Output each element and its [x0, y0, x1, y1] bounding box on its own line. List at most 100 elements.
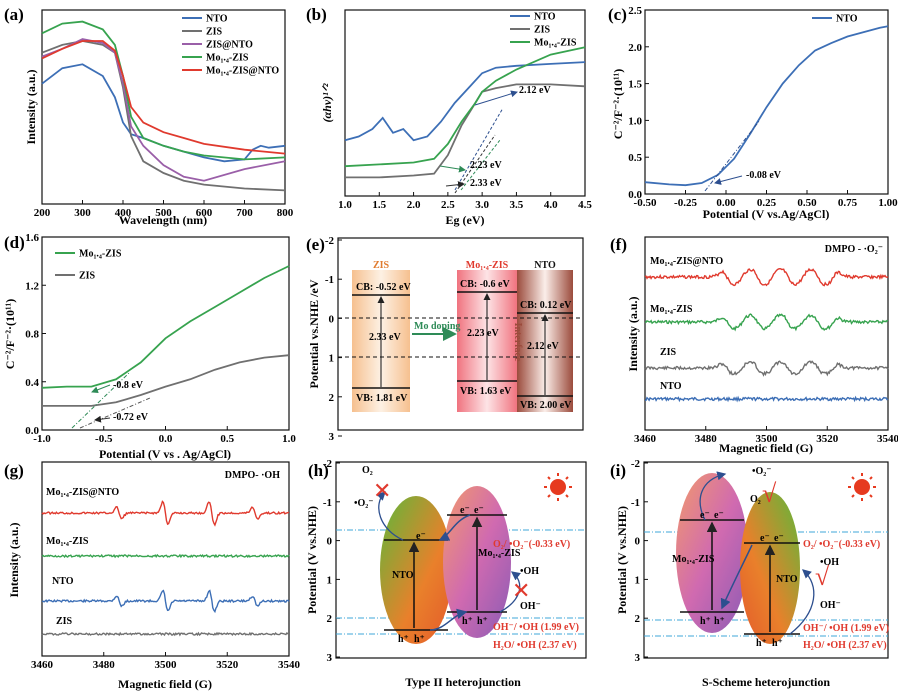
- legend-label: Mo₁.₄-ZIS: [79, 249, 122, 260]
- panel-g-xticks: 3460 3480 3500 3520 3540: [31, 652, 301, 671]
- check-mark-1: √: [762, 479, 777, 508]
- i-oh-arrow: [789, 569, 815, 635]
- band-zis-cb: CB: -0.52 eV: [356, 282, 411, 293]
- series-line-mo: [41, 265, 290, 389]
- electron-transfer-arrow: [438, 514, 471, 541]
- series-line-mo: [41, 20, 286, 161]
- panel-g-trace-label-2: Mo₁.₄-ZIS: [46, 536, 89, 547]
- panel-f-xticks: 3460 3480 3500 3520 3540: [634, 426, 898, 445]
- panel-g-xlabel: Magnetic field (G): [118, 677, 212, 691]
- y-tick-label: 0.4: [25, 377, 39, 389]
- band-nto-vb: VB: 2.00 eV: [520, 400, 572, 411]
- panel-b-ann-2: 2.23 eV: [470, 160, 502, 171]
- panel-f-label: (f): [610, 235, 627, 254]
- y-tick-label: -2: [325, 235, 335, 247]
- panel-c-yticks: 0.0 0.5 1.0 1.5 2.0 2.5: [628, 5, 649, 201]
- panel-b-tangents: [439, 90, 518, 194]
- panel-f-title: DMPO - ·O₂⁻: [825, 244, 883, 255]
- i-level-2: OH⁻/ •OH (1.99 eV): [803, 623, 889, 634]
- panel-e-yticks: -2 -1 0 1 2 3: [325, 235, 342, 443]
- panel-g-traces: [41, 500, 290, 637]
- panel-a-label: (a): [4, 5, 24, 24]
- i-carrier-2: e⁻: [714, 510, 724, 521]
- band-nto-gap: 2.12 eV: [527, 341, 559, 352]
- y-tick-label: 0.5: [628, 152, 642, 164]
- panel-d-xticks: -1.0 -0.5 0.0 0.5 1.0: [33, 426, 296, 445]
- interface-label: Interface: [512, 323, 523, 362]
- y-tick-label: 1.5: [628, 79, 642, 91]
- i-species-o2-radical: •O₂⁻: [752, 466, 772, 477]
- legend-label: Mo₁.₄-ZIS@NTO: [206, 66, 279, 77]
- panel-i-yticks: -2 -1 0 1 2 3: [631, 458, 648, 664]
- panel-f-trace-label-4: NTO: [660, 381, 682, 392]
- panel-d: (d) -0.8 eV -0.72 eV -1.0 -0.5 0.0 0.5 1.0 0…: [3, 232, 296, 461]
- band-mo-name: Mo₁.₄-ZIS: [466, 260, 509, 271]
- panel-f-ylabel: Intensity (a.u.): [626, 296, 640, 371]
- panel-h-ylabel: Potential (V vs.NHE): [305, 506, 319, 614]
- legend-label: NTO: [206, 14, 228, 25]
- h-carrier-2: e⁻: [460, 505, 470, 516]
- panel-f-traces: [644, 267, 889, 403]
- legend-label: Mo₁.₄-ZIS: [206, 53, 249, 64]
- panel-i-caption: S-Scheme heterojunction: [702, 675, 830, 689]
- i-carrier-7: h⁺: [756, 638, 767, 649]
- panel-d-yticks: 0.0 0.4 0.8 1.2 1.6: [25, 232, 46, 437]
- x-tick-label: 600: [196, 207, 213, 219]
- h-level-2: OH⁻/ •OH (1.99 eV): [493, 622, 579, 633]
- panel-d-xlabel: Potential (V vs . Ag/AgCl): [99, 447, 231, 461]
- panel-i: (i) -2 -1 0 1 2 3 Potential (V vs.NHE) √ √: [610, 458, 889, 689]
- y-tick-label: 2.0: [628, 42, 642, 54]
- series-line-zis: [345, 83, 586, 179]
- y-tick-label: 2: [635, 613, 641, 625]
- panel-g-title: DMPO- ·OH: [225, 470, 280, 481]
- panel-h: (h) -2 -1 0 1 2 3 Potential (V vs.NHE) ✕ ✕: [305, 458, 587, 689]
- h-level-1: O₂/ •O₂⁻(-0.33 eV): [493, 539, 570, 550]
- series-line-monto: [41, 40, 286, 155]
- y-tick-label: -2: [631, 458, 641, 470]
- sun-icon: [544, 473, 572, 501]
- x-tick-label: 0.00: [716, 197, 736, 209]
- hole-transfer-arrow: [429, 608, 468, 631]
- i-carrier-1: e⁻: [700, 510, 710, 521]
- y-tick-label: 0.0: [25, 425, 39, 437]
- h-carrier-5: h⁺: [414, 634, 425, 645]
- series-line-mo: [344, 46, 586, 168]
- h-carrier-6: h⁺: [462, 616, 473, 627]
- panel-c-legend: NTO: [812, 14, 858, 25]
- panel-d-ann-arrow-2: [94, 415, 111, 423]
- x-tick-label: 2.0: [407, 199, 421, 211]
- x-tick-label: 1.0: [338, 199, 352, 211]
- x-tick-label: 4.0: [544, 199, 558, 211]
- band-nto-name: NTO: [534, 260, 556, 271]
- panel-h-frame: [335, 461, 587, 659]
- i-level-1: O₂/ •O₂⁻(-0.33 eV): [803, 539, 880, 550]
- panel-h-label: (h): [308, 461, 329, 480]
- x-tick-label: 0.75: [838, 197, 858, 209]
- panel-b-xlabel: Eg (eV): [446, 213, 485, 227]
- i-species-oh-ion: OH⁻: [820, 600, 841, 611]
- cross-mark-2: ✕: [512, 578, 530, 603]
- y-tick-label: 0: [635, 536, 641, 548]
- y-tick-label: 0.0: [628, 189, 642, 201]
- tangent-mo: [460, 139, 501, 191]
- x-tick-label: 3.0: [475, 199, 489, 211]
- panel-d-frame: [41, 236, 290, 431]
- h-carrier-7: h⁺: [477, 616, 488, 627]
- species-oh-ion: OH⁻: [520, 601, 541, 612]
- panel-c-ylabel: C⁻²/F⁻²·(10¹¹): [611, 69, 625, 139]
- panel-d-tangent-zis: [79, 397, 151, 429]
- i-carrier-5: h⁺: [700, 616, 711, 627]
- panel-f-trace-label-1: Mo₁.₄-ZIS@NTO: [650, 256, 723, 267]
- band-mo-cb: CB: -0.6 eV: [460, 279, 510, 290]
- i-carrier-6: h⁺: [714, 616, 725, 627]
- panel-a-xticks: 200 300 400 500 600 700 800: [34, 200, 294, 219]
- sun-icon-2: [848, 473, 876, 501]
- x-tick-label: 300: [74, 207, 91, 219]
- cross-mark-1: ✕: [373, 478, 391, 503]
- species-o2-radical: •O₂⁻: [354, 498, 374, 509]
- panel-d-series: [41, 265, 290, 407]
- doping-label: Mo doping: [414, 321, 460, 332]
- x-tick-label: -1.0: [33, 433, 51, 445]
- panel-c: (c) -0.08 eV -0.50 -0.25 0.00 0.25 0.50 0.75 1…: [608, 5, 898, 221]
- y-tick-label: 1: [327, 574, 333, 586]
